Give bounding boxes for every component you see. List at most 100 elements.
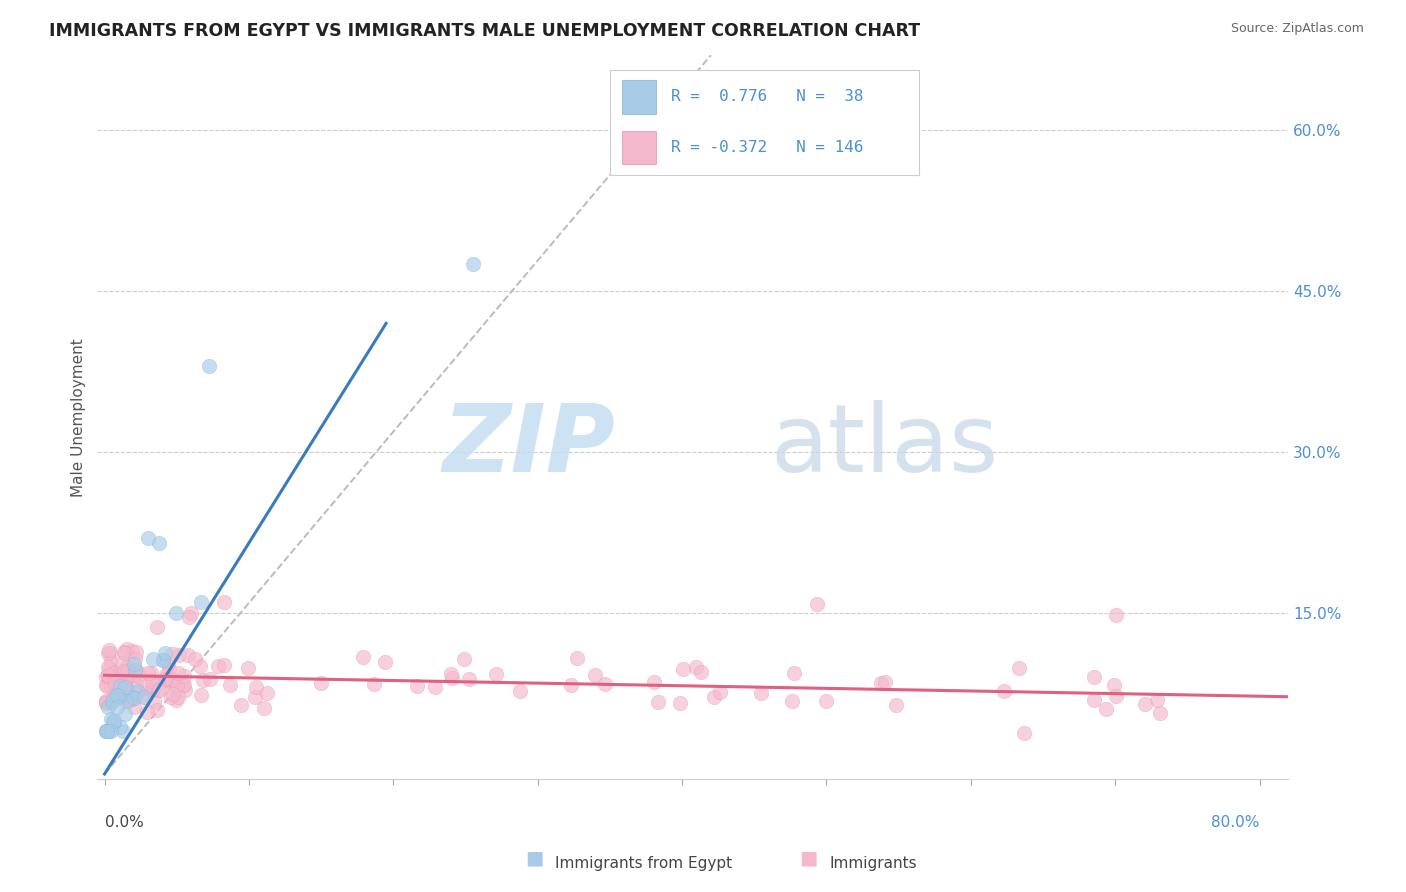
Point [198,672,221,686]
Point [125,684,148,698]
Point [485,667,508,681]
Point [100,656,122,670]
Point [104,676,127,690]
Point [120,690,142,704]
Text: Immigrants from Egypt: Immigrants from Egypt [555,856,733,871]
Point [94,696,117,710]
Point [173,669,195,683]
Point [174,683,197,698]
Point [114,646,136,660]
Point [124,663,146,677]
Point [97,643,120,657]
Y-axis label: Male Unemployment: Male Unemployment [72,338,86,497]
Point [229,698,252,713]
Point [122,657,145,671]
Point [1149,706,1171,720]
Point [595,676,617,690]
Text: 80.0%: 80.0% [1211,814,1260,830]
Point [146,703,169,717]
Point [148,682,170,697]
Point [167,648,190,662]
Text: 0.0%: 0.0% [104,814,143,830]
Point [814,694,837,708]
Point [197,359,219,374]
Point [136,531,159,545]
Point [173,678,195,692]
Point [806,597,828,611]
Point [112,664,135,678]
Point [115,659,138,673]
Point [94,678,117,692]
Point [103,678,125,692]
Point [703,690,725,704]
Point [125,645,148,659]
Point [1105,689,1128,703]
Point [94,724,117,739]
Point [122,699,145,714]
Text: ■: ■ [799,848,818,867]
Point [218,678,240,692]
Point [122,668,145,682]
Point [176,648,198,662]
Point [96,679,118,693]
Point [134,690,156,704]
Point [94,695,117,709]
Point [153,673,176,687]
Point [125,678,148,692]
Point [184,651,207,665]
Point [142,652,165,666]
Point [108,690,131,705]
Point [103,668,125,682]
Point [101,695,124,709]
Point [98,662,121,676]
Point [1133,697,1156,711]
Point [672,662,695,676]
Point [749,686,772,700]
Point [111,673,134,687]
Point [94,670,117,684]
Point [114,706,136,721]
Point [103,714,125,728]
Point [669,697,692,711]
Point [97,646,120,660]
Point [108,679,131,693]
Point [124,652,146,666]
Point [188,659,211,673]
Point [153,646,176,660]
Text: ■: ■ [524,848,544,867]
Point [136,666,159,681]
Point [207,658,229,673]
Point [453,652,475,666]
Point [685,660,707,674]
Point [177,610,200,624]
Point [1105,608,1128,623]
Point [783,666,806,681]
Point [97,699,120,714]
Point [162,673,184,687]
Point [647,695,669,709]
Point [165,606,187,620]
Point [583,668,606,682]
Point [155,668,177,682]
Point [167,666,190,681]
Point [145,620,167,634]
Point [141,673,163,688]
Point [172,678,194,692]
Point [103,693,125,707]
Text: Immigrants: Immigrants [830,856,917,871]
Point [139,665,162,680]
Point [111,656,134,670]
Point [352,649,374,664]
Point [94,693,117,707]
Point [374,656,396,670]
Point [166,690,188,704]
Point [142,681,165,696]
Point [105,688,128,702]
Point [139,682,162,697]
Text: atlas: atlas [770,401,998,492]
Point [1104,678,1126,692]
Point [253,700,276,714]
Point [121,644,143,658]
Point [142,693,165,707]
Point [114,673,136,687]
